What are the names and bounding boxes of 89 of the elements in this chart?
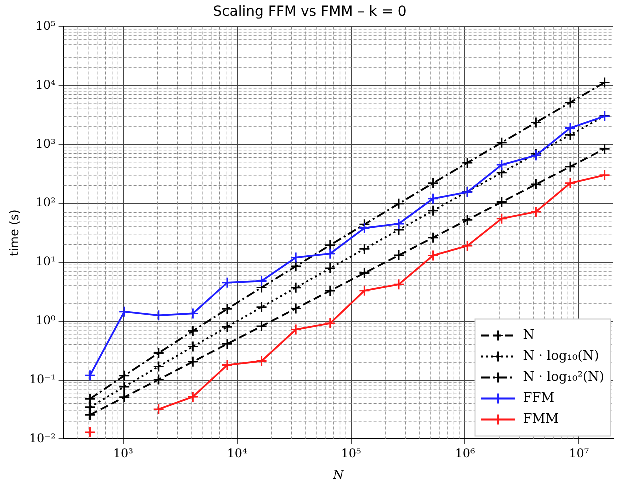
point	[496, 159, 508, 171]
point	[530, 206, 542, 218]
point	[153, 310, 165, 322]
point	[187, 391, 199, 403]
point	[290, 252, 302, 264]
point	[222, 277, 234, 289]
point	[496, 167, 508, 179]
point	[599, 143, 611, 155]
y-tick-label: 10⁻²	[29, 431, 56, 446]
point	[118, 306, 130, 318]
point	[496, 213, 508, 225]
point	[290, 282, 302, 294]
point	[564, 161, 576, 173]
x-tick-label: 10⁶	[455, 446, 476, 461]
point	[290, 302, 302, 314]
point	[324, 240, 336, 252]
legend-label: FFM	[523, 391, 555, 406]
point	[393, 218, 405, 230]
legend-label: N · log₁₀²(N)	[523, 370, 605, 386]
point	[393, 198, 405, 210]
point	[222, 321, 234, 333]
point	[599, 77, 611, 89]
point	[324, 318, 336, 330]
x-tick-label: 10⁷	[569, 446, 590, 461]
point	[530, 116, 542, 128]
point	[393, 278, 405, 290]
point	[428, 178, 440, 190]
point	[290, 324, 302, 336]
point	[256, 356, 268, 368]
x-tick-label: 10³	[113, 446, 134, 461]
point	[222, 359, 234, 371]
point	[324, 285, 336, 297]
point	[118, 381, 130, 393]
y-tick-label: 10¹	[36, 254, 56, 269]
chart-title: Scaling FFM vs FMM – k = 0	[213, 4, 407, 20]
point	[462, 157, 474, 169]
point	[358, 268, 370, 280]
point	[187, 325, 199, 337]
point	[187, 341, 199, 353]
point	[564, 178, 576, 190]
x-tick-label: 10⁵	[341, 446, 362, 461]
point	[530, 178, 542, 190]
point	[428, 232, 440, 244]
point	[84, 393, 96, 405]
legend-label: N · log₁₀(N)	[523, 349, 600, 364]
point	[358, 222, 370, 234]
point	[496, 137, 508, 149]
legend-label: FMM	[523, 412, 559, 428]
point	[187, 308, 199, 320]
point	[153, 374, 165, 386]
point	[256, 302, 268, 314]
point	[564, 122, 576, 134]
point	[187, 356, 199, 368]
y-tick-label: 10⁻¹	[29, 372, 56, 386]
point	[428, 193, 440, 205]
point	[324, 262, 336, 274]
y-tick-label: 10⁵	[36, 18, 56, 33]
point	[599, 170, 611, 182]
point	[462, 240, 474, 252]
x-tick-label: 10⁴	[227, 446, 248, 461]
point	[153, 348, 165, 360]
point	[84, 426, 96, 438]
point	[256, 320, 268, 332]
y-tick-label: 10²	[36, 196, 56, 210]
y-tick-label: 10³	[36, 136, 56, 151]
point	[564, 96, 576, 108]
y-tick-label: 10⁰	[36, 313, 56, 328]
point	[84, 370, 96, 382]
point	[153, 360, 165, 372]
y-tick-label: 10⁴	[36, 78, 56, 92]
point	[222, 303, 234, 315]
point	[393, 250, 405, 262]
point	[84, 402, 96, 414]
x-axis-title: N	[332, 468, 344, 482]
point	[118, 392, 130, 404]
point	[428, 205, 440, 217]
point	[153, 404, 165, 416]
point	[462, 214, 474, 226]
point	[324, 248, 336, 260]
point	[290, 260, 302, 272]
legend-label: N	[523, 328, 535, 344]
point	[428, 250, 440, 262]
point	[118, 370, 130, 382]
y-axis-title: time (s)	[7, 210, 22, 256]
point	[496, 196, 508, 208]
point	[358, 285, 370, 297]
point	[222, 338, 234, 350]
point	[358, 243, 370, 255]
point	[256, 275, 268, 287]
